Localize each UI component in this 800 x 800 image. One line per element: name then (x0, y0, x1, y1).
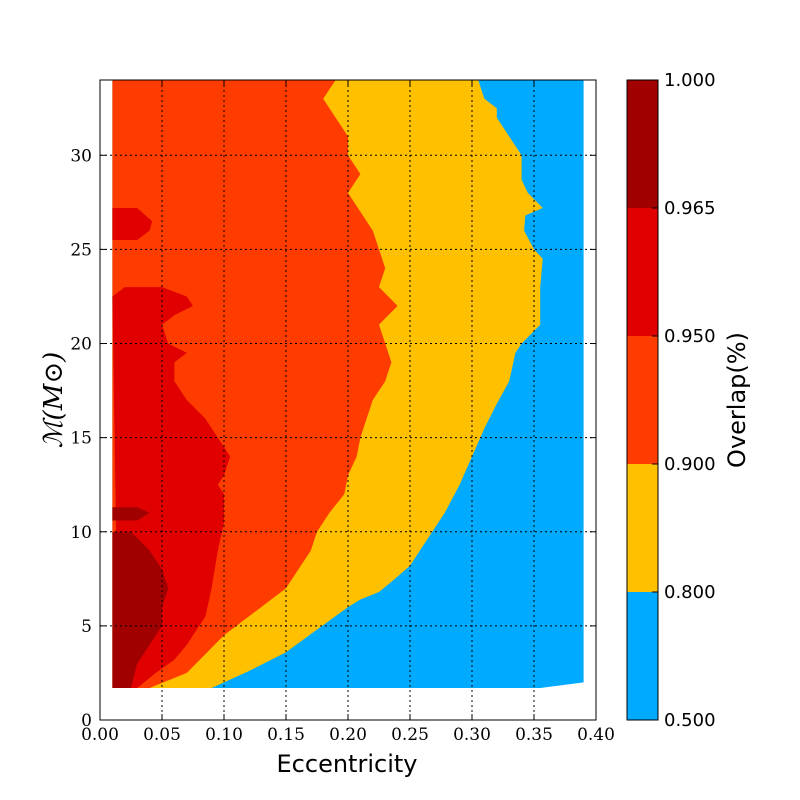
colorbar-tick-label: 0.900 (664, 454, 716, 475)
colorbar-tick-label: 0.965 (664, 198, 716, 219)
colorbar-frame (626, 79, 659, 721)
x-tick-label: 0.35 (515, 725, 553, 745)
y-tick-label: 0 (81, 711, 92, 731)
contour-bands (112, 80, 584, 688)
y-tick-label: 15 (70, 429, 92, 449)
colorbar-title: Overlap(%) (723, 332, 751, 468)
x-axis-title: Eccentricity (277, 750, 418, 778)
colorbar-segment (627, 592, 658, 720)
x-axis-ticks: 0.00 0.05 0.10 0.15 0.20 0.25 0.30 0.35 0.40 (81, 80, 615, 745)
x-tick-label: 0.15 (267, 725, 305, 745)
colorbar-tick-label: 0.800 (664, 582, 716, 603)
y-axis-ticks: 0 5 10 15 20 25 30 (70, 146, 596, 731)
band-0.965-1.000 (112, 531, 169, 688)
x-tick-label: 0.30 (453, 725, 491, 745)
x-tick-label: 0.20 (329, 725, 367, 745)
x-tick-label: 0.10 (205, 725, 243, 745)
colorbar-segment (627, 336, 658, 464)
y-tick-label: 30 (70, 146, 92, 166)
colorbar-ticks: 0.500 0.800 0.900 0.950 0.965 1.000 (652, 70, 716, 731)
y-tick-label: 5 (81, 617, 92, 637)
x-tick-label: 0.40 (577, 725, 615, 745)
band-0.950-0.965-island (112, 208, 153, 240)
y-tick-label: 20 (70, 335, 92, 355)
colorbar-tick-label: 0.950 (664, 326, 716, 347)
y-tick-label: 25 (70, 240, 92, 260)
grid-lines (100, 80, 596, 720)
colorbar-segment (627, 80, 658, 208)
y-tick-label: 10 (70, 523, 92, 543)
colorbar (627, 80, 658, 720)
x-tick-label: 0.00 (81, 725, 119, 745)
y-axis-title: ℳ(M⊙) (39, 352, 69, 449)
colorbar-tick-label: 1.000 (664, 70, 716, 91)
colorbar-segment (627, 208, 658, 336)
x-tick-label: 0.05 (143, 725, 181, 745)
x-tick-label: 0.25 (391, 725, 429, 745)
band-0.965-1.000-island (112, 507, 150, 521)
colorbar-tick-label: 0.500 (664, 710, 716, 731)
colorbar-segment (627, 464, 658, 592)
